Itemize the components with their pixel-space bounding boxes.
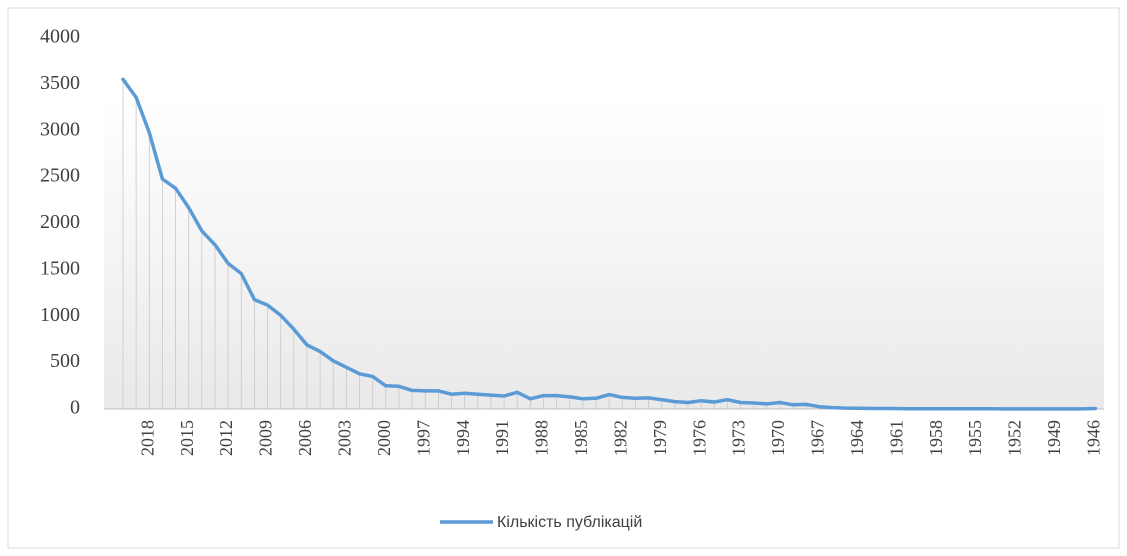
y-tick-label: 3000 [40, 118, 80, 140]
y-tick-label: 2000 [40, 211, 80, 233]
x-tick-label: 1988 [532, 420, 552, 456]
y-tick-label: 4000 [40, 26, 80, 48]
y-tick-label: 2500 [40, 165, 80, 187]
x-tick-label: 1967 [808, 420, 828, 456]
x-tick-label: 2012 [216, 420, 236, 456]
x-tick-label: 1955 [965, 420, 985, 456]
y-tick-label: 3500 [40, 72, 80, 94]
x-tick-label: 1973 [729, 420, 749, 456]
x-tick-label: 1985 [571, 420, 591, 456]
x-tick-label: 1997 [413, 420, 433, 456]
x-tick-label: 1979 [650, 420, 670, 456]
x-tick-label: 1958 [926, 420, 946, 456]
x-tick-label: 1991 [492, 420, 512, 456]
x-tick-label: 2009 [256, 420, 276, 456]
x-tick-label: 2018 [137, 420, 157, 456]
x-tick-label: 1982 [610, 420, 630, 456]
x-tick-label: 2015 [177, 420, 197, 456]
x-tick-label: 1964 [847, 420, 867, 456]
x-tick-label: 1994 [453, 420, 473, 456]
y-tick-label: 0 [70, 397, 80, 419]
x-tick-label: 1976 [689, 420, 709, 456]
x-tick-label: 2006 [295, 420, 315, 456]
x-tick-label: 1949 [1044, 420, 1064, 456]
x-tick-label: 1952 [1005, 420, 1025, 456]
plot-background [104, 100, 1104, 409]
series-line [121, 77, 1098, 411]
x-tick-label: 2000 [374, 420, 394, 456]
x-tick-label: 1946 [1083, 420, 1103, 456]
y-tick-label: 1000 [40, 304, 80, 326]
y-tick-label: 500 [50, 350, 80, 372]
legend-label: Кількість публікацій [497, 514, 642, 531]
x-tick-label: 1970 [768, 420, 788, 456]
x-tick-label: 1961 [886, 420, 906, 456]
x-tick-label: 2003 [335, 420, 355, 456]
y-tick-label: 1500 [40, 257, 80, 279]
